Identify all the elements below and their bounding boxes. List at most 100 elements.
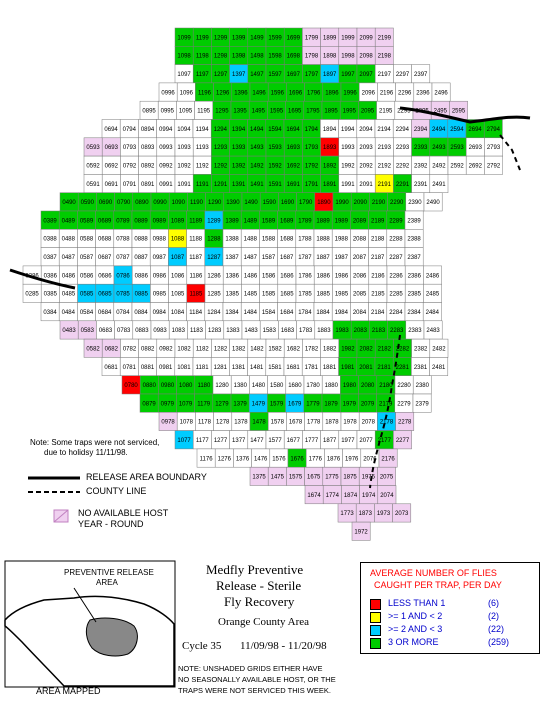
grid-cell: 0786 (113, 265, 133, 285)
grid-cell-label: 1882 (323, 346, 337, 352)
grid-cell-label: 1588 (262, 237, 276, 243)
grid-cell-label: 1188 (189, 237, 203, 243)
grid-cell-label: 2290 (390, 200, 404, 206)
grid-cell: 1185 (186, 283, 206, 303)
grid-cell: 1999 (338, 27, 358, 47)
grid-cell-label: 2074 (380, 493, 394, 499)
grid-cell-label: 1384 (225, 310, 239, 316)
grid-cell: 1587 (259, 247, 278, 267)
grid-cell: 1098 (174, 46, 194, 65)
grid-cell: 0484 (58, 302, 78, 322)
no-host-hatch (53, 509, 69, 523)
grid-cell-label: 1488 (244, 237, 258, 243)
grid-cell: 1291 (211, 174, 230, 193)
grid-cell: 1281 (210, 357, 230, 376)
grid-cell-label: 1375 (252, 475, 266, 481)
grid-cell-label: 2178 (380, 420, 394, 426)
grid-cell-label: 1596 (271, 90, 285, 96)
grid-cell-label: 1093 (177, 145, 191, 151)
grid-cell: 1490 (241, 192, 261, 212)
grid-cell-label: 1081 (177, 365, 191, 371)
grid-cell-label: 0785 (116, 292, 130, 298)
grid-cell-label: 1099 (177, 35, 191, 41)
grid-cell-label: 1795 (306, 109, 320, 115)
grid-cell: 2284 (386, 302, 406, 322)
grid-cell-label: 2191 (378, 182, 392, 188)
grid-cell-label: 2282 (396, 346, 410, 352)
grid-cell: 2198 (374, 46, 394, 65)
grid-cell: 2493 (429, 137, 449, 157)
grid-cell: 2388 (404, 229, 424, 248)
grid-cell-label: 0586 (80, 273, 94, 279)
grid-cell-label: 1695 (288, 109, 302, 115)
grid-cell: 1290 (205, 192, 225, 212)
grid-cell-label: 1799 (305, 35, 319, 41)
grid-cell: 0883 (132, 320, 152, 340)
grid-cell: 2391 (411, 174, 431, 193)
grid-cell-label: 0996 (161, 90, 175, 96)
grid-cell: 0990 (150, 192, 170, 212)
grid-cell: 1982 (338, 338, 358, 358)
grid-cell-label: 1177 (196, 438, 210, 444)
grid-cell-label: 2495 (434, 109, 448, 115)
grid-cell-label: 1498 (250, 54, 264, 60)
grid-cell-label: 1878 (325, 420, 339, 426)
grid-cell: 2090 (350, 192, 370, 212)
grid-cell: 1383 (223, 320, 243, 340)
grid-cell-label: 2288 (389, 237, 403, 243)
grid-cell: 0886 (131, 265, 151, 285)
grid-cell: 1089 (168, 210, 187, 230)
grid-cell: 2292 (393, 155, 412, 175)
grid-cell-label: 0687 (98, 255, 112, 261)
grid-cell-label: 1084 (171, 310, 185, 316)
grid-cell-label: 1479 (252, 401, 266, 407)
grid-cell-label: 2496 (434, 90, 448, 96)
grid-cell-label: 1586 (262, 273, 276, 279)
grid-cell: 1184 (186, 302, 206, 322)
grid-cell-label: 2197 (378, 72, 392, 78)
grid-cell-label: 2386 (408, 273, 422, 279)
grid-cell-label: 1684 (280, 310, 294, 316)
grid-cell: 2094 (356, 119, 376, 139)
grid-cell: 1897 (320, 64, 340, 84)
grid-cell-label: 0591 (86, 182, 100, 188)
grid-cell-label: 2073 (395, 511, 409, 517)
grid-cell-label: 1190 (190, 200, 204, 206)
grid-cell: 1581 (265, 357, 285, 376)
grid-cell-label: 2295 (397, 109, 411, 115)
grid-cell-label: 0884 (134, 310, 148, 316)
grid-cell-label: 0980 (161, 383, 175, 389)
grid-cell: 1379 (230, 393, 250, 413)
grid-cell-label: 1199 (196, 35, 210, 41)
grid-cell: 1186 (186, 265, 206, 285)
grid-cell: 2491 (429, 174, 449, 193)
grid-cell: 0387 (40, 247, 60, 267)
grid-cell-label: 2491 (432, 182, 446, 188)
grid-cell-label: 2184 (371, 310, 385, 316)
grid-cell-label: 1279 (215, 401, 229, 407)
grid-cell-label: 0887 (134, 255, 148, 261)
grid-cell-label: 1483 (244, 328, 258, 334)
grid-cell-label: 2693 (469, 145, 483, 151)
county-line (369, 134, 521, 489)
grid-cell-label: 1494 (250, 127, 264, 133)
grid-cell: 2385 (404, 283, 424, 303)
grid-cell-label: 1380 (234, 383, 248, 389)
grid-cell-label: 0995 (161, 109, 175, 115)
grid-cell-label: 2692 (469, 163, 483, 169)
grid-cell-label: 1676 (290, 456, 304, 462)
title-line3: Fly Recovery (224, 594, 295, 609)
grid-cell: 1984 (331, 302, 351, 322)
grid-cell-label: 0891 (141, 182, 155, 188)
legend-label: LESS THAN 1 (388, 598, 446, 608)
grid-cell: 0991 (156, 174, 176, 193)
grid-cell: 0892 (138, 155, 158, 175)
grid-cell: 1692 (283, 155, 303, 175)
grid-cell: 1579 (267, 393, 286, 413)
grid-cell: 1597 (265, 64, 285, 84)
grid-cell-label: 0490 (62, 200, 76, 206)
grid-cell: 2196 (377, 82, 396, 102)
legend-count: (6) (488, 598, 499, 608)
grid-cell: 1794 (301, 119, 321, 139)
grid-cell-label: 1981 (341, 365, 355, 371)
